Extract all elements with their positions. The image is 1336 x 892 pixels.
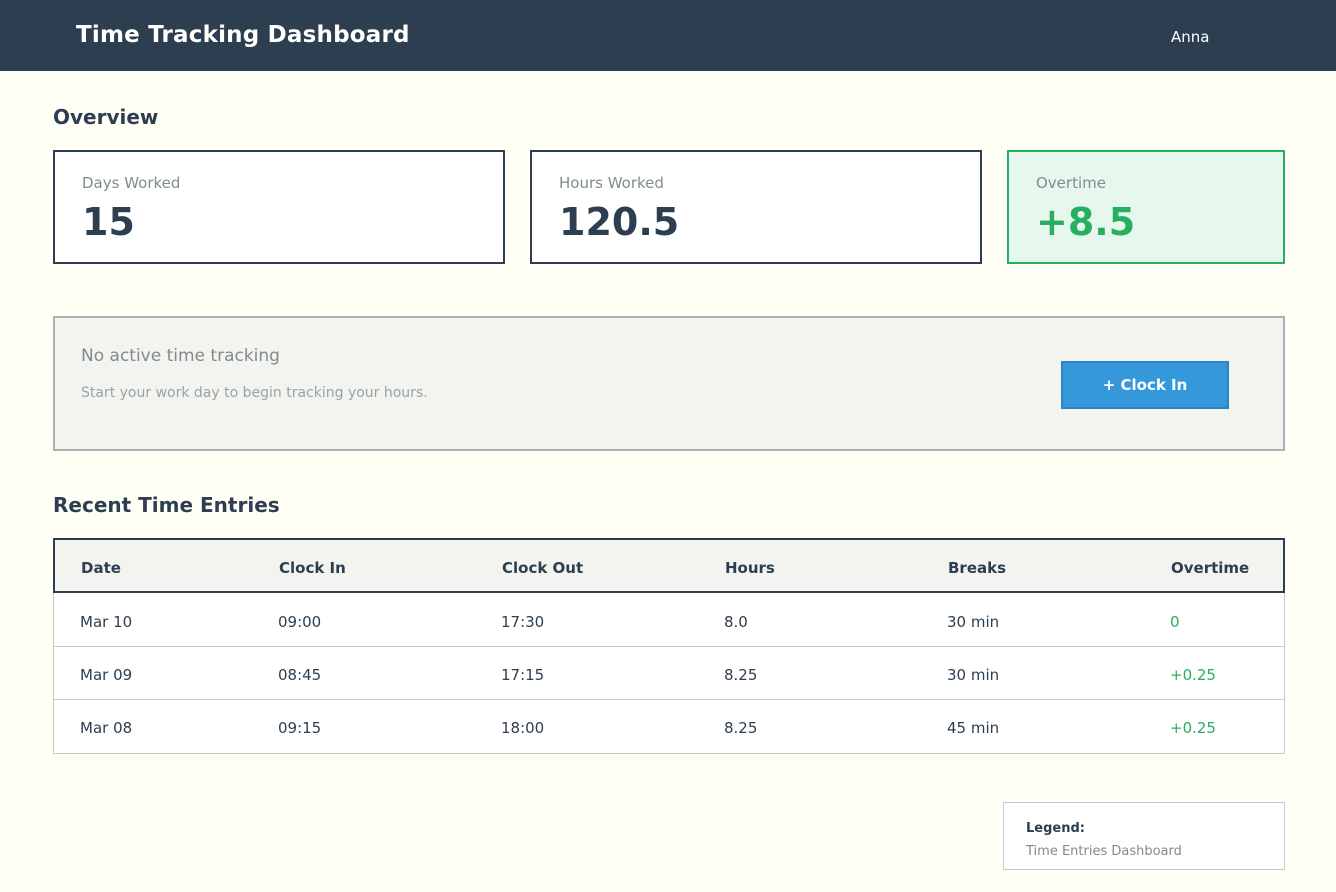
hours-worked-card: Hours Worked 120.5 [530, 150, 982, 264]
app-header: Time Tracking Dashboard Anna [0, 0, 1336, 71]
days-worked-value: 15 [82, 200, 135, 244]
overview-title: Overview [53, 105, 159, 129]
cell-breaks: 30 min [947, 613, 1000, 631]
hours-worked-value: 120.5 [559, 200, 680, 244]
legend-box: Legend: Time Entries Dashboard [1003, 802, 1285, 870]
table-header: Date Clock In Clock Out Hours Breaks Ove… [53, 538, 1285, 593]
cell-clock-out: 17:30 [501, 613, 545, 631]
cell-date: Mar 08 [80, 719, 133, 737]
column-header-clock-in[interactable]: Clock In [279, 559, 346, 577]
clock-in-button[interactable]: + Clock In [1061, 361, 1229, 409]
cell-clock-out: 18:00 [501, 719, 545, 737]
overtime-label: Overtime [1036, 174, 1106, 192]
table-row[interactable]: Mar 10 09:00 17:30 8.0 30 min 0 [54, 594, 1284, 647]
tracking-status-subtitle: Start your work day to begin tracking yo… [81, 385, 428, 401]
user-name[interactable]: Anna [1171, 28, 1210, 46]
cell-clock-out: 17:15 [501, 666, 545, 684]
hours-worked-label: Hours Worked [559, 174, 664, 192]
recent-entries-title: Recent Time Entries [53, 493, 280, 517]
days-worked-card: Days Worked 15 [53, 150, 505, 264]
cell-hours: 8.0 [724, 613, 748, 631]
table-row[interactable]: Mar 08 09:15 18:00 8.25 45 min +0.25 [54, 700, 1284, 753]
column-header-hours[interactable]: Hours [725, 559, 775, 577]
cell-clock-in: 08:45 [278, 666, 322, 684]
cell-date: Mar 09 [80, 666, 133, 684]
days-worked-label: Days Worked [82, 174, 181, 192]
cell-overtime: +0.25 [1170, 719, 1216, 737]
cell-breaks: 45 min [947, 719, 1000, 737]
overtime-card: Overtime +8.5 [1007, 150, 1285, 264]
cell-overtime: +0.25 [1170, 666, 1216, 684]
app-title: Time Tracking Dashboard [76, 22, 410, 48]
cell-clock-in: 09:15 [278, 719, 322, 737]
cell-clock-in: 09:00 [278, 613, 322, 631]
cell-date: Mar 10 [80, 613, 133, 631]
cell-hours: 8.25 [724, 666, 758, 684]
tracking-status-title: No active time tracking [81, 346, 280, 366]
cell-breaks: 30 min [947, 666, 1000, 684]
tracking-status-panel: No active time tracking Start your work … [53, 316, 1285, 451]
table-row[interactable]: Mar 09 08:45 17:15 8.25 30 min +0.25 [54, 647, 1284, 700]
column-header-clock-out[interactable]: Clock Out [502, 559, 584, 577]
time-entries-table: Date Clock In Clock Out Hours Breaks Ove… [53, 538, 1285, 754]
overtime-value: +8.5 [1036, 200, 1136, 244]
column-header-overtime[interactable]: Overtime [1171, 559, 1250, 577]
cell-overtime: 0 [1170, 613, 1180, 631]
cell-hours: 8.25 [724, 719, 758, 737]
column-header-date[interactable]: Date [81, 559, 121, 577]
legend-text: Time Entries Dashboard [1026, 844, 1182, 859]
column-header-breaks[interactable]: Breaks [948, 559, 1007, 577]
legend-title: Legend: [1026, 821, 1085, 836]
